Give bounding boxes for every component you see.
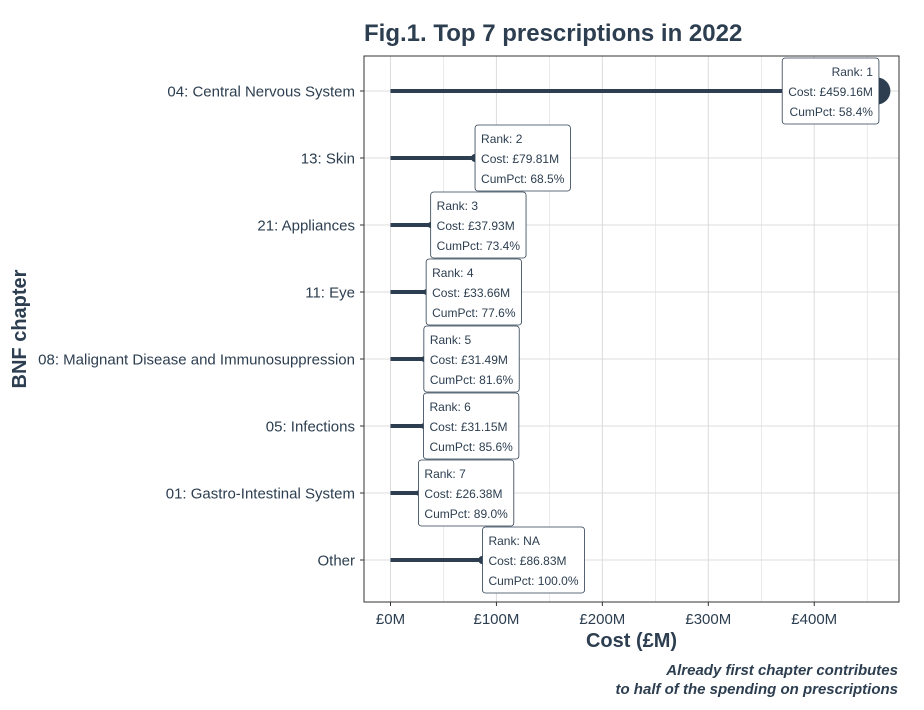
data-label-box [423, 325, 520, 393]
data-label-text: CumPct: 68.5% [481, 172, 565, 186]
data-label-text: CumPct: 85.6% [429, 440, 513, 454]
data-label-text: Cost: £31.49M [430, 353, 508, 367]
data-label: Rank: 7 Cost: £26.38M CumPct: 89.0% [418, 459, 515, 527]
data-label: Rank: 1 Cost: £459.16M CumPct: 58.4% [781, 57, 880, 125]
data-label-text: Rank: 2 [481, 132, 523, 146]
data-label-text: Rank: 5 [430, 333, 472, 347]
x-tick-label: £400M [791, 611, 837, 628]
data-label: Rank: NA Cost: £86.83M CumPct: 100.0% [482, 526, 585, 594]
data-label-text: Cost: £86.83M [488, 554, 566, 568]
data-label-text: Rank: NA [488, 534, 539, 548]
data-label-text: CumPct: 77.6% [432, 306, 516, 320]
caption-line-1: Already first chapter contributes [665, 662, 898, 679]
data-label-text: CumPct: 58.4% [790, 105, 874, 119]
data-label-text: CumPct: 73.4% [437, 239, 521, 253]
data-label-text: Cost: £26.38M [424, 487, 502, 501]
data-label: Rank: 6 Cost: £31.15M CumPct: 85.6% [423, 392, 520, 460]
y-tick-label: Other [317, 553, 355, 570]
x-tick-label: £200M [579, 611, 625, 628]
data-label-box [430, 191, 527, 259]
y-tick-label: 13: Skin [301, 151, 355, 168]
y-tick-label: 21: Appliances [257, 218, 355, 235]
data-label-text: Rank: 7 [424, 467, 466, 481]
data-label-text: Cost: £459.16M [788, 85, 873, 99]
data-label-box [474, 124, 571, 192]
data-label-text: CumPct: 100.0% [488, 574, 578, 588]
data-label-text: Cost: £37.93M [437, 219, 515, 233]
x-axis-title: Cost (£M) [586, 630, 677, 652]
data-label-text: Cost: £31.15M [429, 420, 507, 434]
y-tick-label: 01: Gastro-Intestinal System [166, 486, 355, 503]
y-tick-label: 04: Central Nervous System [167, 84, 355, 101]
caption-line-2: to half of the spending on prescriptions [615, 681, 898, 698]
data-label: Rank: 5 Cost: £31.49M CumPct: 81.6% [423, 325, 520, 393]
y-axis-title: BNF chapter [9, 269, 31, 388]
data-label-text: CumPct: 89.0% [424, 507, 508, 521]
data-label-box [418, 459, 515, 527]
data-label: Rank: 4 Cost: £33.66M CumPct: 77.6% [425, 258, 522, 326]
data-label-text: Rank: 4 [432, 266, 474, 280]
data-label-box [423, 392, 520, 460]
chart-title: Fig.1. Top 7 prescriptions in 2022 [364, 20, 742, 47]
data-label-text: Rank: 6 [429, 400, 471, 414]
data-label: Rank: 2 Cost: £79.81M CumPct: 68.5% [474, 124, 571, 192]
data-label-text: Cost: £33.66M [432, 286, 510, 300]
y-tick-label: 11: Eye [305, 285, 355, 302]
x-tick-label: £0M [376, 611, 405, 628]
plot-panel [363, 55, 900, 603]
x-tick-label: £100M [473, 611, 519, 628]
data-label-text: Rank: 3 [437, 199, 479, 213]
data-label-box [425, 258, 522, 326]
data-label-box [781, 57, 880, 125]
y-tick-label: 05: Infections [266, 419, 355, 436]
data-label-text: Cost: £79.81M [481, 152, 559, 166]
data-label-box [482, 526, 585, 594]
data-label-text: CumPct: 81.6% [430, 373, 514, 387]
x-tick-label: £300M [685, 611, 731, 628]
data-label: Rank: 3 Cost: £37.93M CumPct: 73.4% [430, 191, 527, 259]
y-tick-label: 08: Malignant Disease and Immunosuppress… [38, 352, 355, 369]
data-label-text: Rank: 1 [832, 65, 874, 79]
